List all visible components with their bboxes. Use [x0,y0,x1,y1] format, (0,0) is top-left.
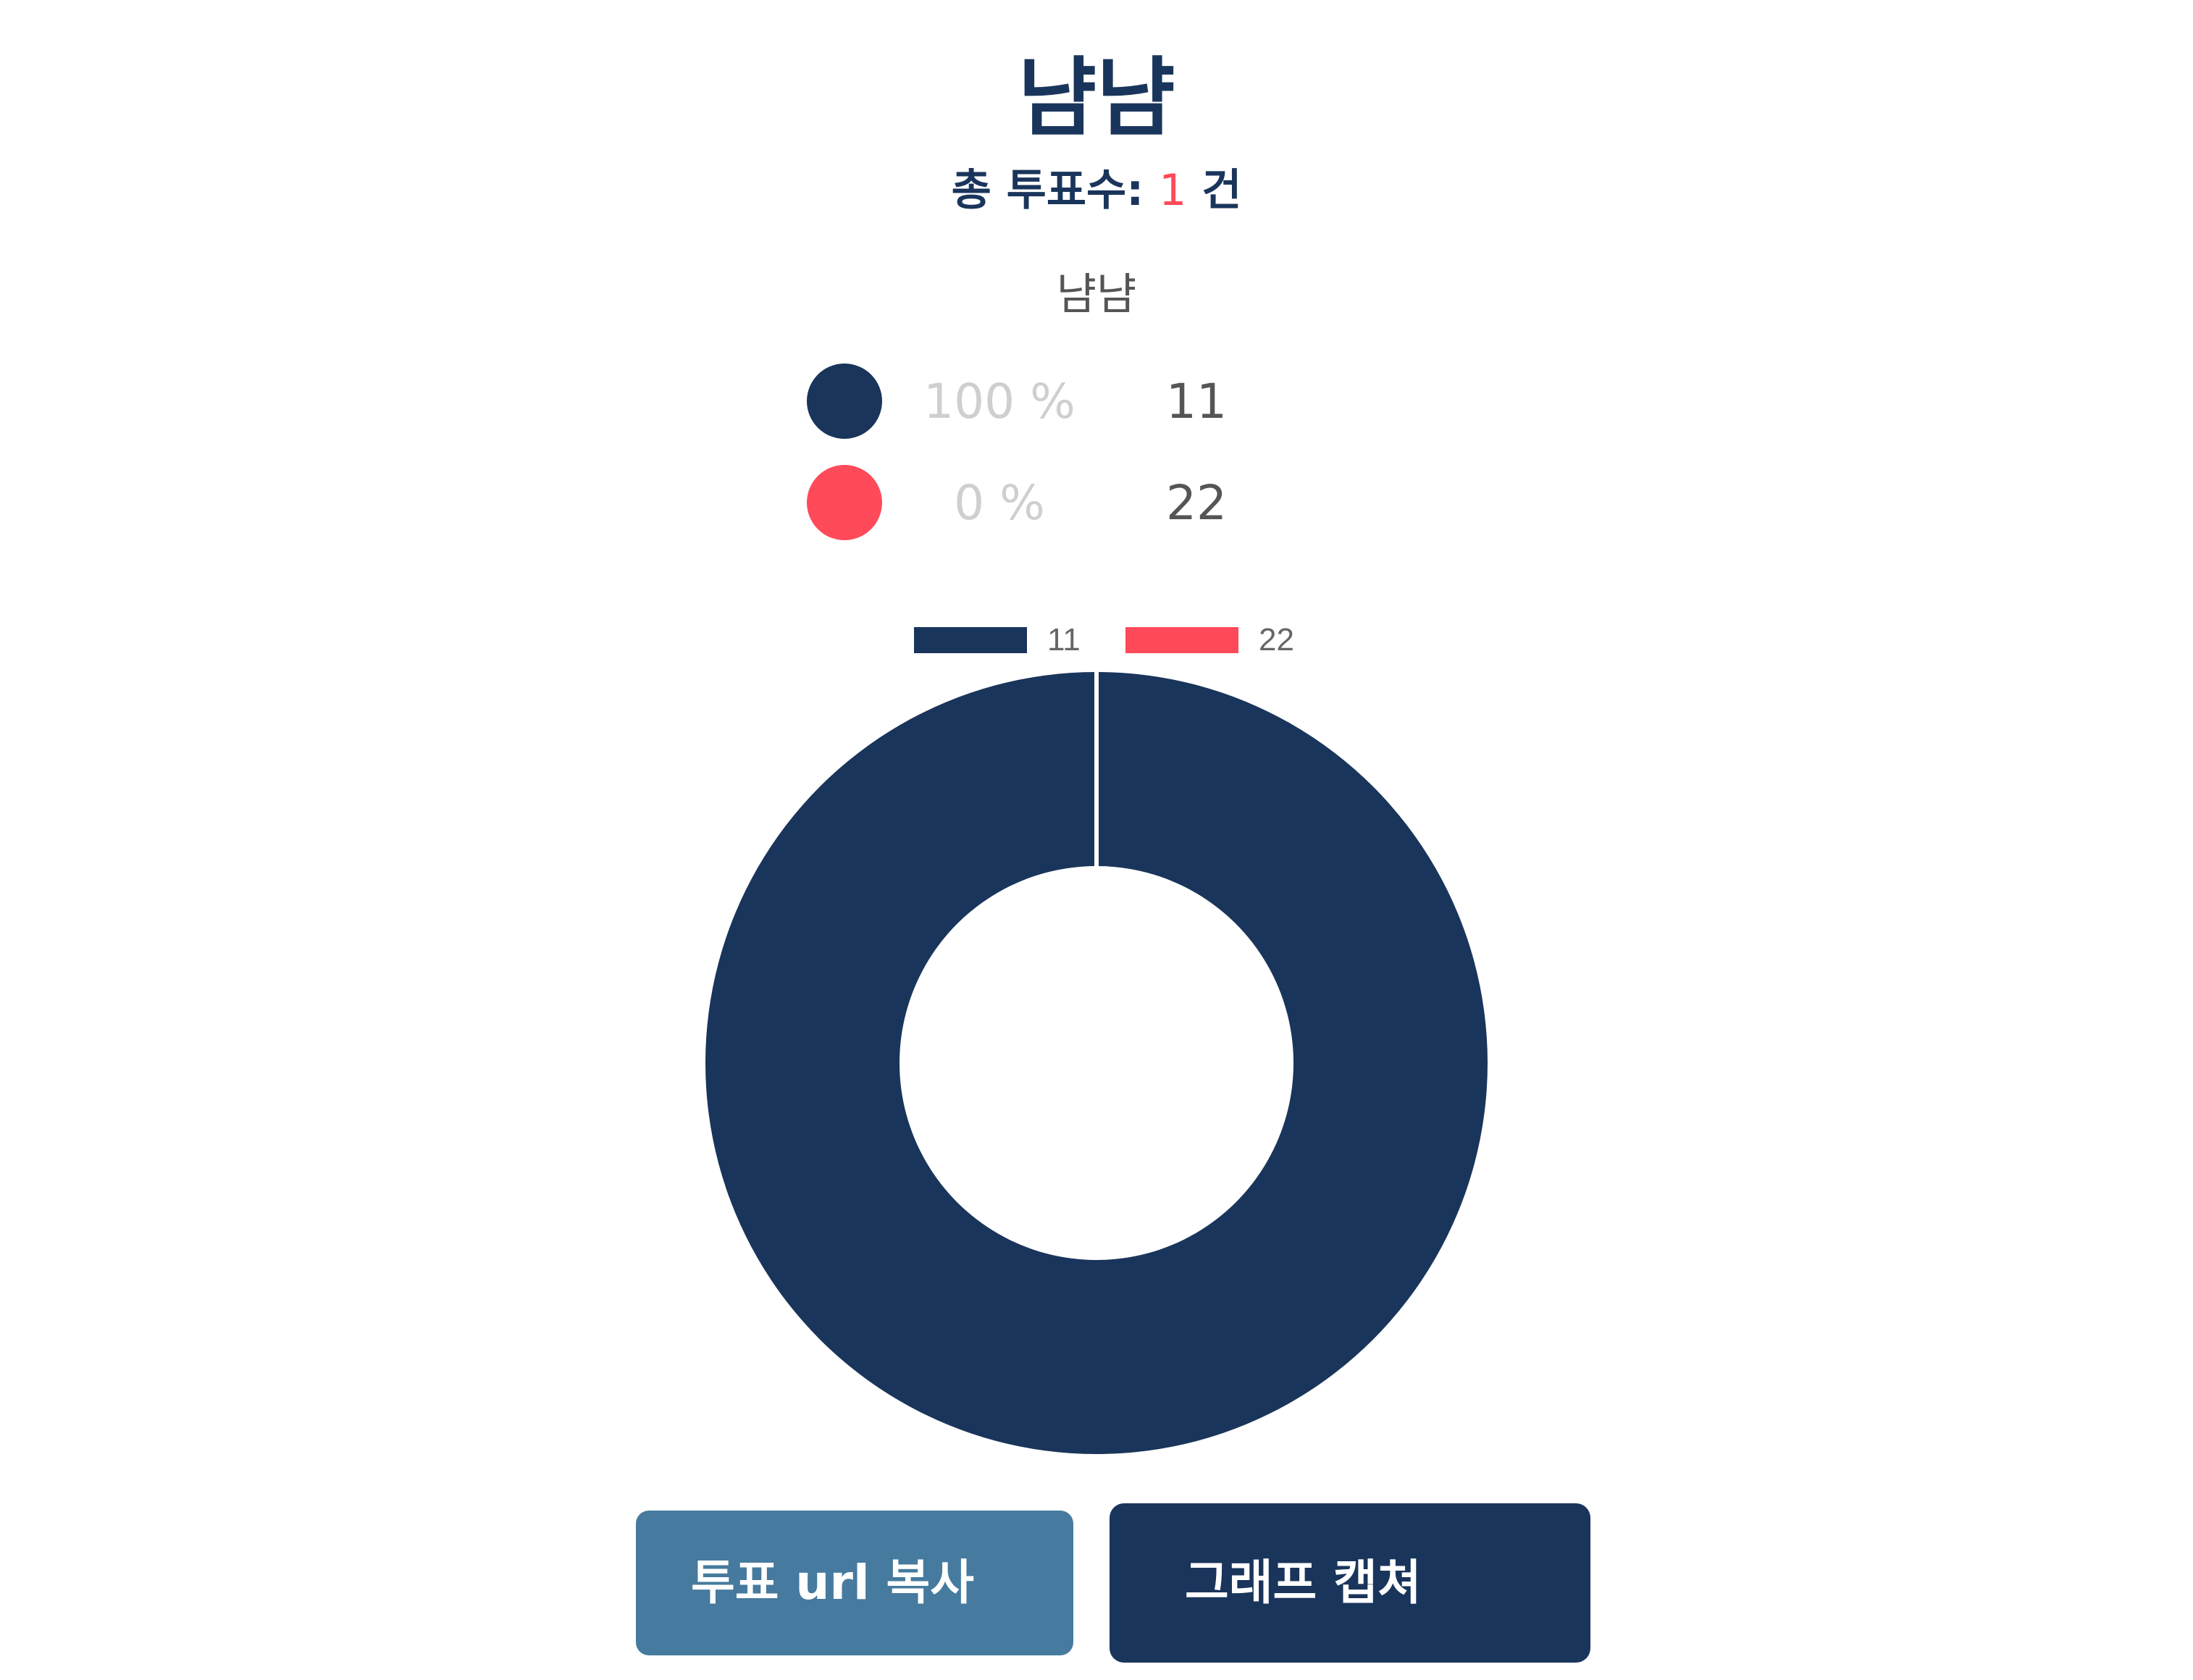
total-votes: 총 투표수: 1 건 [0,158,2193,223]
legend-swatch[interactable] [1125,627,1238,653]
copy-url-button[interactable]: 투표 url 복사 [636,1511,1073,1655]
total-votes-unit: 건 [1202,165,1242,216]
option-label: 11 [1166,374,1227,429]
donut-slice[interactable] [705,672,1488,1454]
total-votes-label: 총 투표수: [951,165,1144,216]
legend-label: 22 [1259,622,1294,658]
poll-title: 냠냠 [1018,48,1175,148]
option-row: 100 % 11 [0,362,2193,442]
option-percent: 0 % [954,475,1045,531]
legend-label: 11 [1047,622,1081,658]
option-label: 22 [1166,475,1227,531]
option-row: 0 % 22 [0,463,2193,543]
legend-swatch[interactable] [914,627,1027,653]
capture-graph-button[interactable]: 그래프 캡쳐 [1110,1503,1590,1663]
donut-chart: 11 22 [705,622,1488,1454]
total-votes-count: 1 [1159,165,1187,216]
option-percent: 100 % [923,374,1075,429]
poll-question: 냠냠 [1056,269,1137,320]
option-dot-icon [807,465,882,540]
option-dot-icon [807,364,882,439]
